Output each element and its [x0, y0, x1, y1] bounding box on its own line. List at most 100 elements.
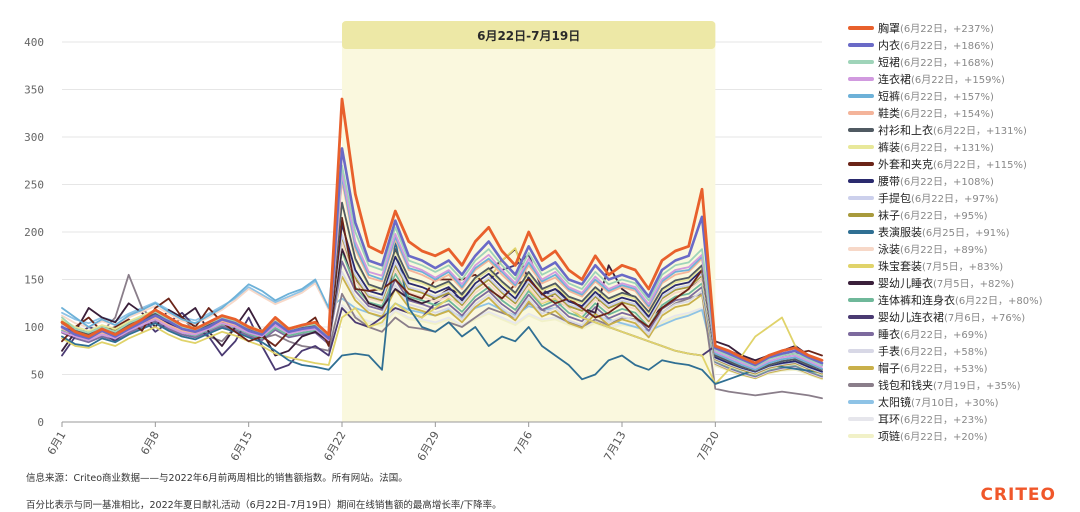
- legend-value: (7月19日，+35%): [933, 381, 1021, 392]
- series-line-短裤: [61, 175, 823, 371]
- legend-name: 泳装: [878, 242, 900, 256]
- legend-swatch: [848, 76, 874, 81]
- legend-value: (6月22日，+23%): [900, 415, 988, 426]
- legend-item: 项链 (6月22日，+20%): [848, 427, 1076, 444]
- legend-item: 短裙 (6月22日，+168%): [848, 53, 1076, 70]
- legend-value: (7月10日，+30%): [911, 398, 999, 409]
- legend-name: 腰带: [878, 174, 900, 188]
- legend-item: 连衣裙 (6月22日，+159%): [848, 70, 1076, 87]
- x-tick-label: 6月29: [415, 429, 442, 463]
- legend-name: 太阳镜: [878, 395, 911, 409]
- series-lines: [60, 97, 824, 400]
- legend-swatch: [848, 59, 874, 64]
- legend-item: 内衣 (6月22日，+186%): [848, 36, 1076, 53]
- y-tick-label: 350: [24, 84, 44, 97]
- legend-value: (6月22日，+237%): [900, 24, 994, 35]
- legend-swatch: [848, 314, 874, 319]
- legend-swatch: [848, 331, 874, 336]
- legend-item: 泳装 (6月22日，+89%): [848, 240, 1076, 257]
- legend-swatch: [848, 246, 874, 251]
- x-tick-label: 7月6: [512, 429, 536, 457]
- legend-item: 钱包和钱夹 (7月19日，+35%): [848, 376, 1076, 393]
- y-tick-label: 100: [24, 321, 44, 334]
- series-line-内衣: [60, 147, 824, 367]
- legend-value: (6月22日，+115%): [933, 160, 1027, 171]
- legend-name: 外套和夹克: [878, 157, 933, 171]
- legend-item: 外套和夹克 (6月22日，+115%): [848, 155, 1076, 172]
- legend-name: 手表: [878, 344, 900, 358]
- y-tick-label: 0: [37, 416, 44, 429]
- y-tick-label: 300: [24, 131, 44, 144]
- legend-swatch: [848, 161, 874, 166]
- legend-name: 短裤: [878, 89, 900, 103]
- legend-name: 婴幼儿睡衣: [878, 276, 933, 290]
- legend-swatch: [848, 212, 874, 217]
- legend-name: 鞋类: [878, 106, 900, 120]
- legend-value: (6月22日，+80%): [955, 296, 1043, 307]
- x-tick-label: 7月13: [601, 429, 628, 463]
- legend-swatch: [848, 195, 874, 200]
- legend-item: 袜子 (6月22日，+95%): [848, 206, 1076, 223]
- legend-item: 耳环 (6月22日，+23%): [848, 410, 1076, 427]
- series-line-连衣裙: [61, 172, 823, 369]
- legend-swatch: [848, 110, 874, 115]
- legend-value: (6月22日，+89%): [900, 245, 988, 256]
- legend-value: (6月22日，+20%): [900, 432, 988, 443]
- legend-name: 手提包: [878, 191, 911, 205]
- legend-item: 表演服装 (6月25日，+91%): [848, 223, 1076, 240]
- legend-name: 衬衫和上衣: [878, 123, 933, 137]
- legend-value: (6月25日，+91%): [922, 228, 1010, 239]
- legend-swatch: [848, 263, 874, 268]
- legend-value: (6月22日，+53%): [900, 364, 988, 375]
- highlight-band: [342, 23, 716, 422]
- highlight-label: 6月22日-7月19日: [477, 29, 580, 43]
- legend-value: (6月22日，+186%): [900, 41, 994, 52]
- legend-item: 衬衫和上衣 (6月22日，+131%): [848, 121, 1076, 138]
- legend-swatch: [848, 297, 874, 302]
- line-chart: 6月22日-7月19日 0 50 100 150 200 250 300 350 400 6月1 6…: [24, 21, 824, 463]
- series-line-外套和夹克: [61, 216, 823, 365]
- legend-value: (6月22日，+154%): [900, 109, 994, 120]
- legend-swatch: [848, 42, 874, 47]
- legend-swatch: [848, 93, 874, 98]
- legend-item: 手提包 (6月22日，+97%): [848, 189, 1076, 206]
- x-tick-label: 7月20: [695, 429, 722, 463]
- series-line-珠宝套装: [61, 247, 823, 385]
- y-tick-label: 200: [24, 226, 44, 239]
- legend-value: (6月22日，+97%): [911, 194, 999, 205]
- legend-name: 婴幼儿连衣裙: [878, 310, 944, 324]
- legend-item: 婴幼儿睡衣 (7月5日，+82%): [848, 274, 1076, 291]
- legend-swatch: [848, 229, 874, 234]
- legend-item: 裤装 (6月22日，+131%): [848, 138, 1076, 155]
- legend-item: 太阳镜 (7月10日，+30%): [848, 393, 1076, 410]
- legend-value: (6月22日，+168%): [900, 58, 994, 69]
- legend-swatch: [848, 348, 874, 353]
- legend-item: 帽子 (6月22日，+53%): [848, 359, 1076, 376]
- legend-swatch: [848, 280, 874, 285]
- x-tick-label: 6月1: [45, 429, 69, 457]
- legend-value: (6月22日，+69%): [900, 330, 988, 341]
- legend-item: 手表 (6月22日，+58%): [848, 342, 1076, 359]
- legend-value: (7月5日，+82%): [933, 279, 1015, 290]
- legend-name: 连体裤和连身衣: [878, 293, 955, 307]
- legend-value: (7月6日，+76%): [944, 313, 1026, 324]
- methodology-footnote: 百分比表示与同一基准相比，2022年夏日献礼活动（6月22日-7月19日）期间在…: [26, 500, 502, 511]
- legend-item: 胸罩 (6月22日，+237%): [848, 19, 1076, 36]
- y-tick-label: 400: [24, 36, 44, 49]
- legend-name: 裤装: [878, 140, 900, 154]
- legend-value: (6月22日，+58%): [900, 347, 988, 358]
- legend-swatch: [848, 365, 874, 370]
- legend-swatch: [848, 399, 874, 404]
- legend-swatch: [848, 144, 874, 149]
- legend-swatch: [848, 382, 874, 387]
- series-line-表演服装: [61, 239, 823, 385]
- source-footnote: 信息来源：Criteo商业数据——与2022年6月前两周相比的销售额指数。所有网…: [26, 473, 408, 484]
- legend-swatch: [848, 433, 874, 438]
- legend-swatch: [848, 178, 874, 183]
- chart-legend: 胸罩 (6月22日，+237%) 内衣 (6月22日，+186%) 短裙 (6月22日，+…: [848, 19, 1076, 444]
- legend-swatch: [848, 416, 874, 421]
- legend-item: 腰带 (6月22日，+108%): [848, 172, 1076, 189]
- legend-value: (7月5日，+83%): [922, 262, 1004, 273]
- legend-value: (6月22日，+108%): [900, 177, 994, 188]
- legend-value: (6月22日，+131%): [900, 143, 994, 154]
